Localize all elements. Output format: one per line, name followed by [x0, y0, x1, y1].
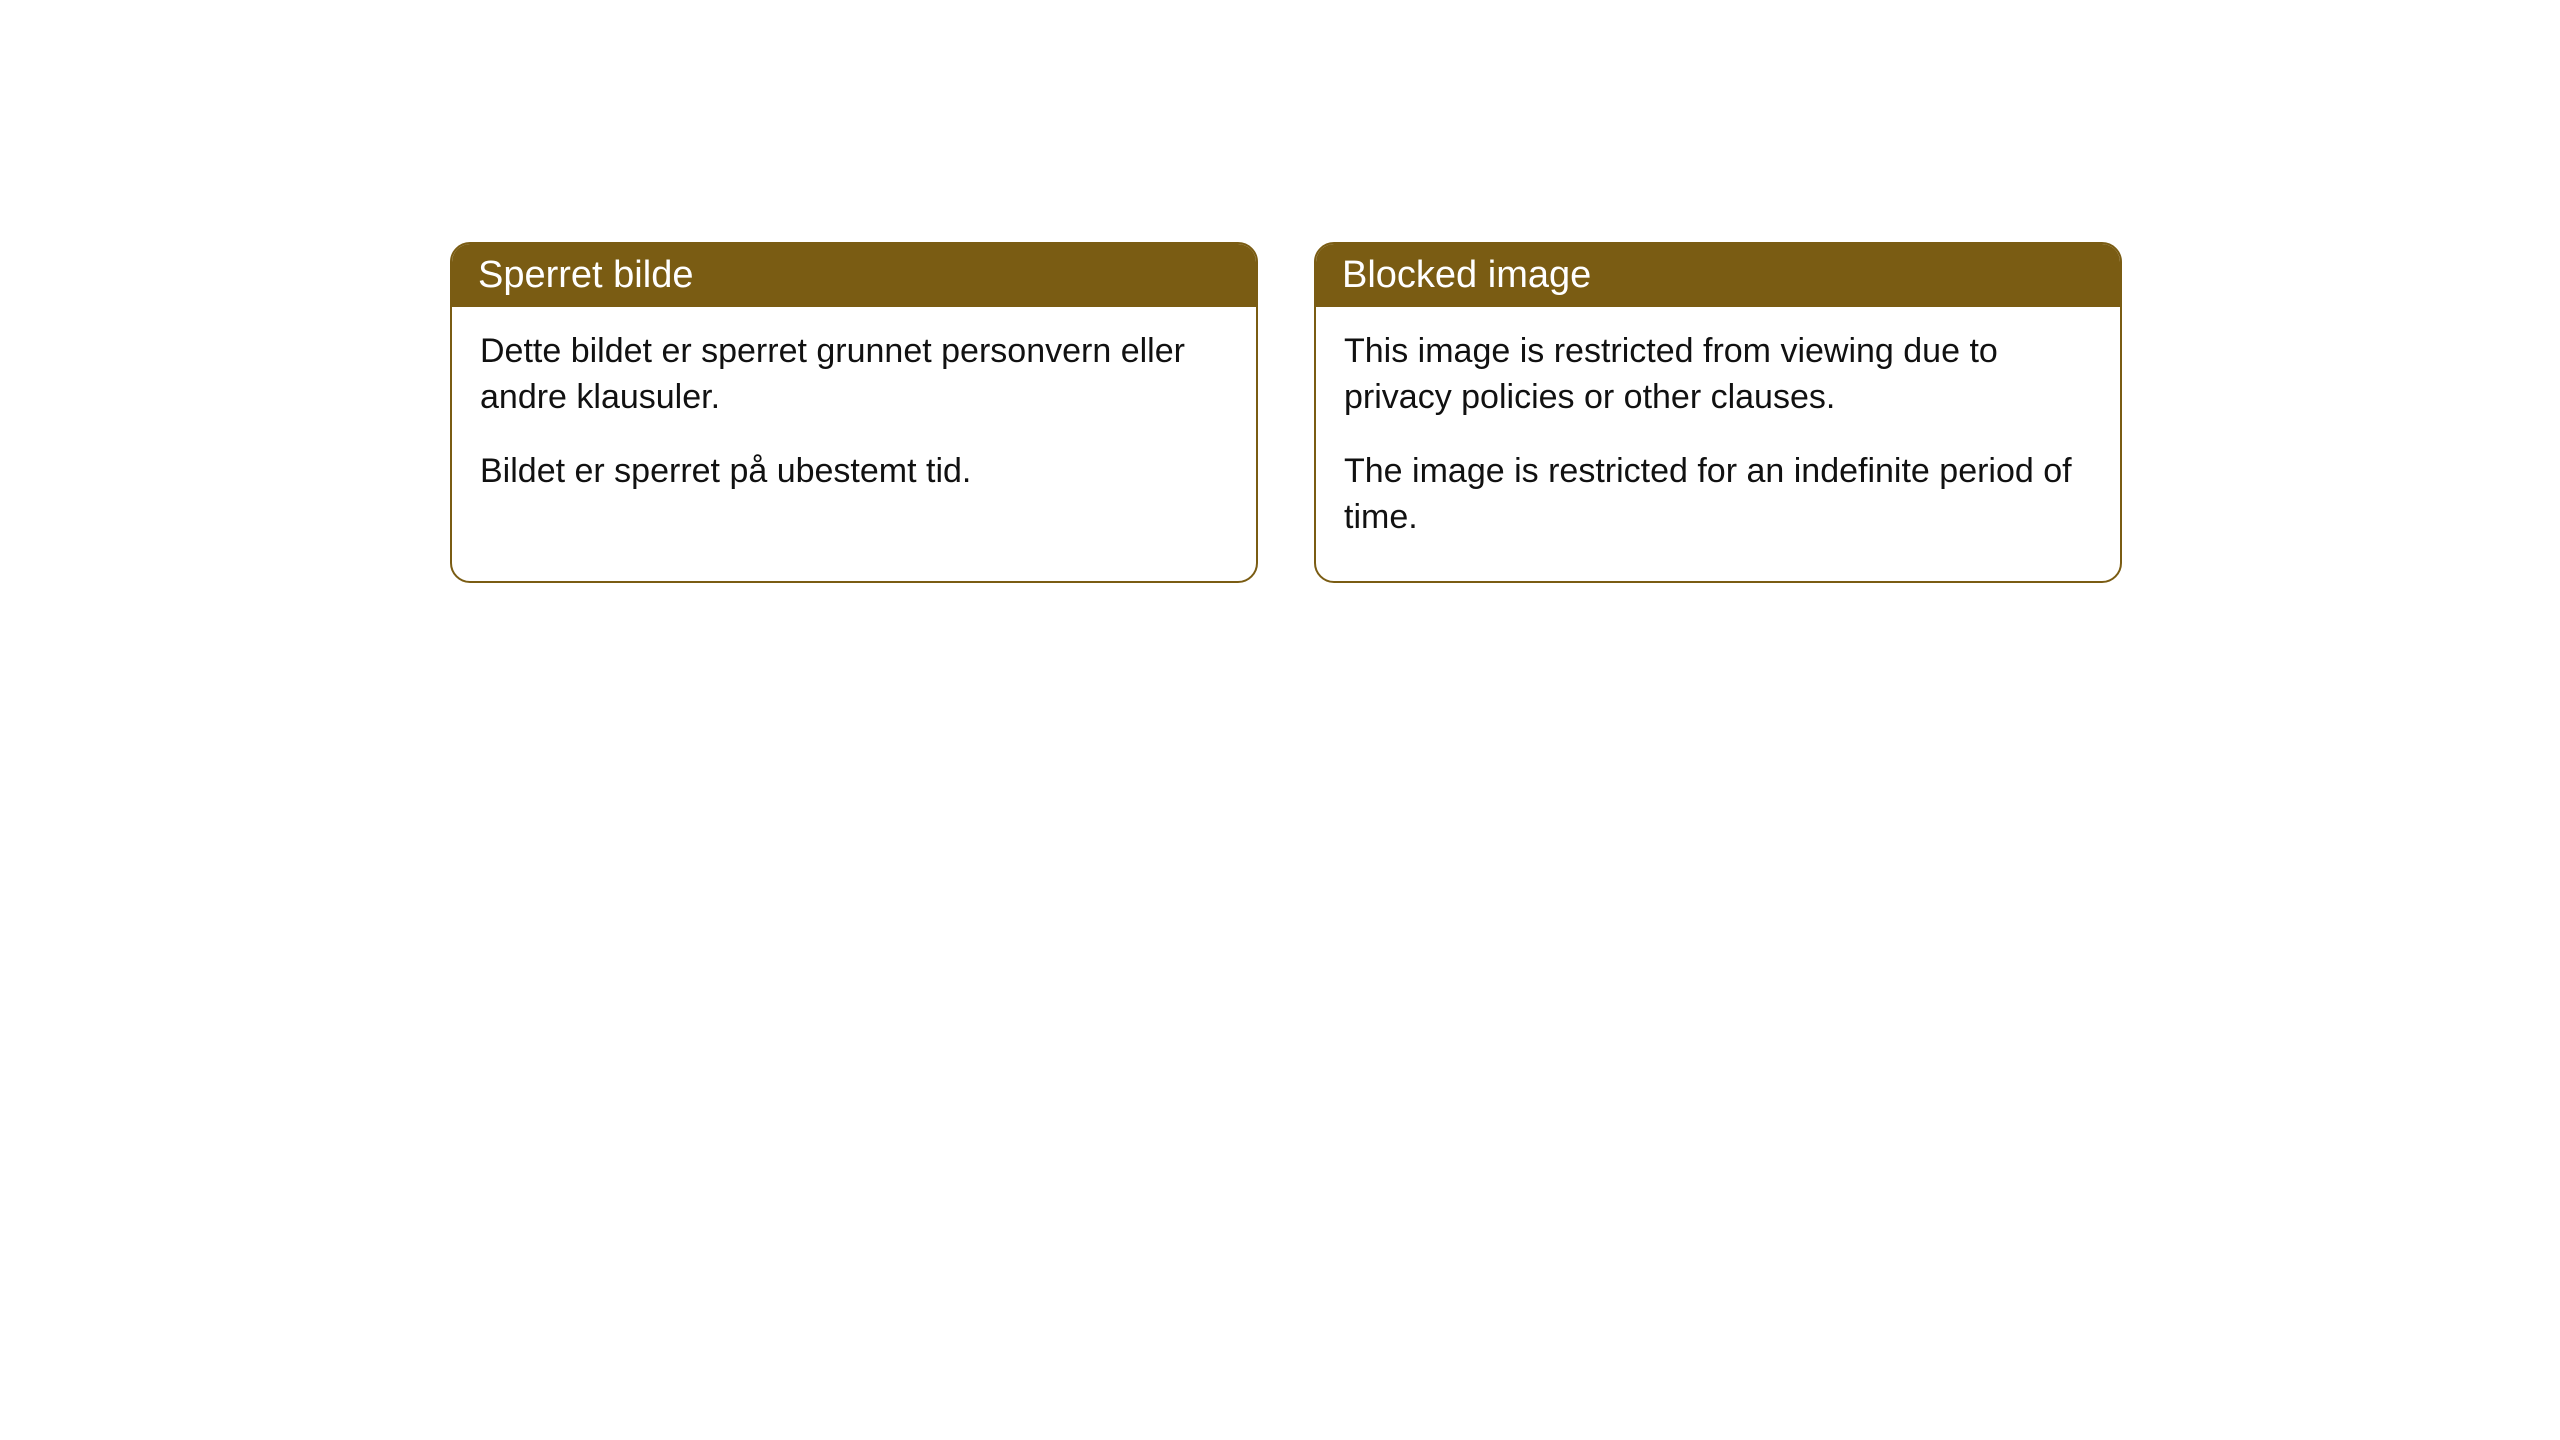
card-paragraph: Dette bildet er sperret grunnet personve… — [480, 329, 1228, 421]
notice-cards-container: Sperret bilde Dette bildet er sperret gr… — [450, 242, 2122, 583]
blocked-image-card-no: Sperret bilde Dette bildet er sperret gr… — [450, 242, 1258, 583]
card-paragraph: This image is restricted from viewing du… — [1344, 329, 2092, 421]
card-body: Dette bildet er sperret grunnet personve… — [452, 307, 1256, 535]
card-header: Blocked image — [1316, 244, 2120, 307]
card-body: This image is restricted from viewing du… — [1316, 307, 2120, 581]
card-paragraph: Bildet er sperret på ubestemt tid. — [480, 449, 1228, 495]
card-paragraph: The image is restricted for an indefinit… — [1344, 449, 2092, 541]
card-header: Sperret bilde — [452, 244, 1256, 307]
blocked-image-card-en: Blocked image This image is restricted f… — [1314, 242, 2122, 583]
